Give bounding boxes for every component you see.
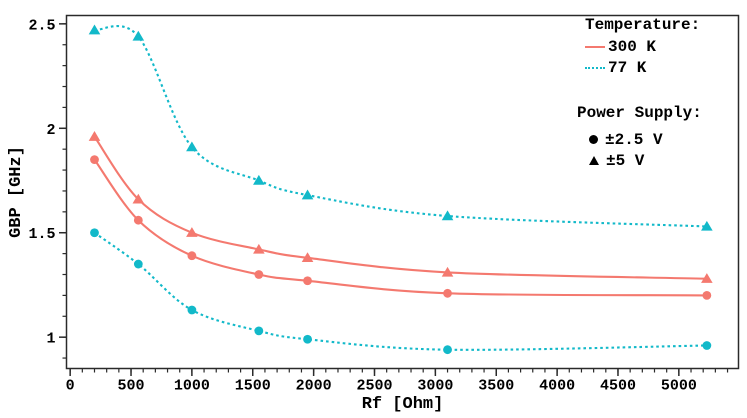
chart-legend: Temperature: 300 K 77 K Power Supply: ±2… [577,12,742,171]
svg-text:1.5: 1.5 [28,226,55,243]
legend-power-title: Power Supply: [577,104,702,122]
dotted-line-sample-icon [585,66,605,69]
legend-entry-2v5: ±2.5 V [577,129,742,150]
svg-text:500: 500 [118,378,145,395]
legend-300k-label: 300 K [608,37,657,56]
svg-text:4500: 4500 [600,378,636,395]
legend-temperature-title: Temperature: [585,16,701,34]
svg-text:4000: 4000 [539,378,575,395]
svg-text:Rf [Ohm]: Rf [Ohm] [362,395,444,414]
solid-line-sample-icon [585,45,605,48]
svg-text:1000: 1000 [174,378,210,395]
svg-text:2.5: 2.5 [28,17,55,34]
svg-text:2500: 2500 [356,378,392,395]
triangle-marker-icon [589,156,599,165]
svg-text:2000: 2000 [296,378,332,395]
svg-text:0: 0 [66,378,75,395]
svg-text:5000: 5000 [661,378,697,395]
svg-text:3000: 3000 [417,378,453,395]
legend-77k-label: 77 K [608,58,647,77]
svg-text:2: 2 [46,122,55,139]
svg-text:GBP [GHz]: GBP [GHz] [7,146,26,238]
circle-marker-icon [589,135,598,144]
legend-5v-label: ±5 V [606,151,645,170]
svg-text:1: 1 [46,331,55,348]
svg-text:3500: 3500 [478,378,514,395]
legend-entry-5v: ±5 V [577,150,742,171]
legend-entry-77k: 77 K [577,57,742,78]
svg-text:1500: 1500 [235,378,271,395]
legend-entry-300k: 300 K [577,36,742,57]
legend-2v5-label: ±2.5 V [605,130,663,149]
